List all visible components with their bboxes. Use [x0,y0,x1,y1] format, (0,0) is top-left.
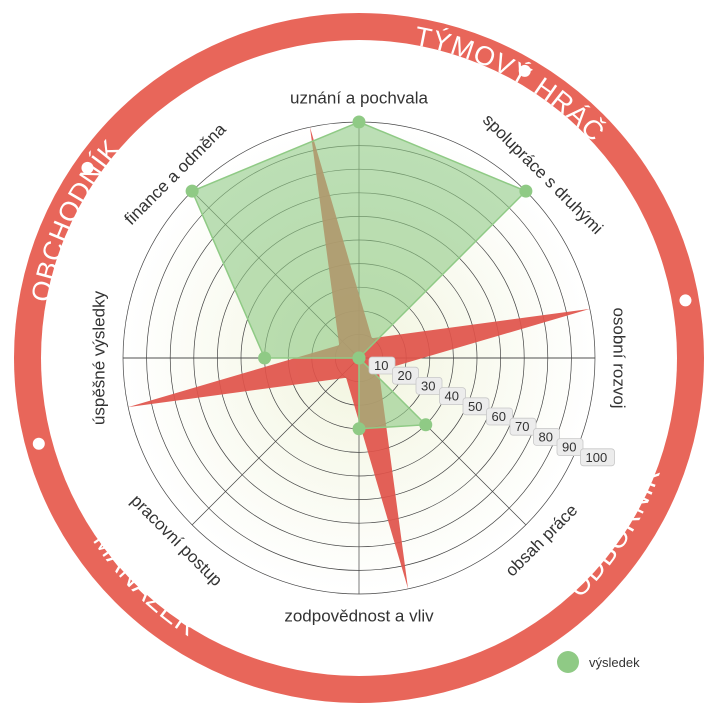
tick-label-group: 90 [556,438,584,457]
tick-label: 30 [421,378,435,393]
tick-label-group: 10 [368,356,396,375]
tick-label-group: 50 [462,397,490,416]
tick-label: 10 [374,358,388,373]
tick-label-group: 100 [580,448,615,467]
tick-label: 60 [492,409,506,424]
tick-label-box [580,448,615,467]
tick-label-box [439,387,466,406]
ring-dot [32,437,45,450]
axis-label: úspěšné výsledky [89,290,108,425]
tick-label-box [462,397,490,416]
tick-label-box [392,366,419,385]
tick-label: 100 [586,450,608,465]
tick-label-group: 40 [439,387,466,406]
tick-label-box [533,427,560,446]
tick-label-group: 30 [415,376,443,395]
tick-label-box [556,438,584,457]
data-point [352,351,366,365]
tick-label-group: 80 [533,427,560,446]
legend-marker [557,651,579,673]
data-point [185,184,199,198]
tick-label-box [415,376,443,395]
ring-dot [518,64,531,77]
data-point [258,351,272,365]
axis-label: zodpovědnost a vliv [284,606,434,625]
data-point [419,418,433,432]
tick-label: 90 [562,440,576,455]
tick-label-box [486,407,513,426]
tick-label: 20 [398,368,412,383]
ring-dot [679,294,692,307]
axis-label: uznání a pochvala [290,88,429,107]
data-point [519,184,533,198]
ring-dot [81,161,94,174]
legend-label: výsledek [589,655,640,670]
tick-label: 40 [445,389,459,404]
tick-label: 80 [539,429,553,444]
axis-label: osobní rozvoj [610,307,629,408]
tick-label-box [368,356,396,375]
tick-label-group: 70 [509,417,537,436]
tick-label-group: 20 [392,366,419,385]
data-point [352,422,366,436]
tick-label-group: 60 [486,407,513,426]
grid-spoke [191,357,360,526]
tick-label: 70 [515,419,529,434]
tick-label: 50 [468,399,482,414]
tick-label-box [509,417,537,436]
data-point [352,115,366,129]
